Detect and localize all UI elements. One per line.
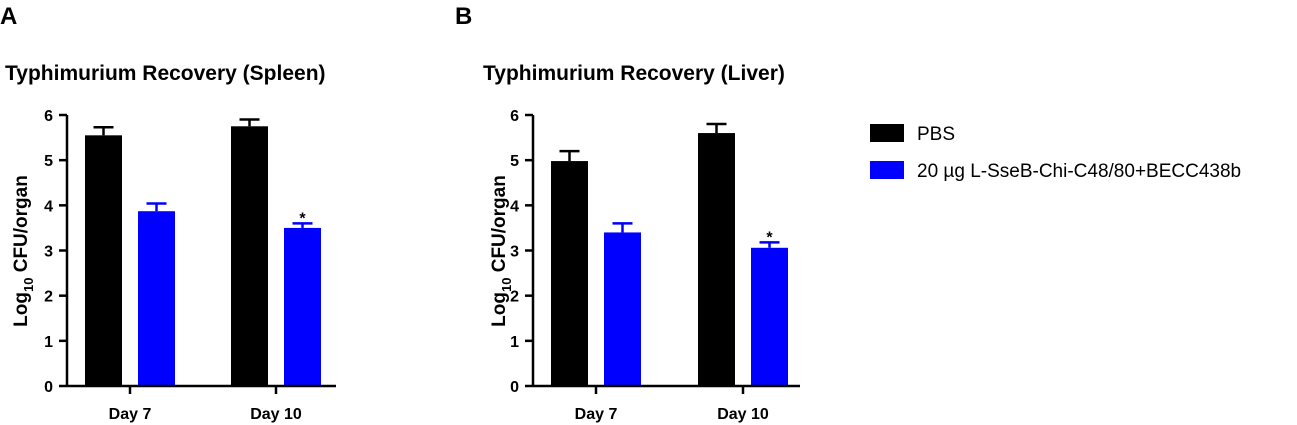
y-tick-label: 6 (44, 108, 53, 125)
y-tick-label: 5 (44, 153, 53, 170)
bar-treatment-day-10 (284, 227, 321, 386)
y-tick-label: 1 (510, 334, 519, 351)
bar-treatment-day-7 (604, 232, 641, 386)
legend-label-treatment: 20 µg L-SseB-Chi-C48/80+BECC438b (917, 161, 1241, 182)
plot-spleen: * 0 1 2 3 4 5 6 Day 7 Day 10 (44, 108, 336, 423)
y-tick-label: 2 (510, 289, 519, 306)
y-axis-label-rest: CFU/organ (11, 175, 32, 277)
chart-title-liver: Typhimurium Recovery (Liver) (483, 62, 785, 85)
y-tick-label: 2 (44, 289, 53, 306)
y-axis-label-subscript: 10 (499, 278, 514, 292)
bar-pbs-day-7 (551, 161, 588, 386)
y-tick-label: 0 (44, 379, 53, 396)
y-tick-label: 6 (510, 108, 519, 125)
x-tick-label: Day 7 (575, 406, 618, 423)
bar-treatment-day-7 (138, 211, 175, 386)
chart-title-spleen: Typhimurium Recovery (Spleen) (5, 62, 326, 85)
bar-pbs-day-10 (698, 133, 735, 386)
significance-marker: * (299, 210, 306, 227)
y-tick-label: 5 (510, 153, 519, 170)
y-tick-label: 0 (510, 379, 519, 396)
y-axis-label-main: Log (489, 292, 510, 327)
y-axis-label-rest: CFU/organ (489, 175, 510, 277)
bar-pbs-day-10 (231, 126, 268, 387)
y-tick-label: 3 (510, 244, 519, 261)
panel-letter-a: A (0, 3, 17, 30)
legend-swatch-treatment (870, 161, 904, 179)
legend-swatch-pbs (870, 124, 904, 142)
plot-liver: * 0 1 2 3 4 5 6 Day 7 Day 10 (510, 108, 800, 423)
bar-pbs-day-7 (85, 135, 122, 386)
y-axis-label-liver: Log10 CFU/organ (489, 175, 514, 327)
legend: PBS 20 µg L-SseB-Chi-C48/80+BECC438b (870, 124, 1241, 182)
y-tick-label: 3 (44, 244, 53, 261)
y-axis-label-main: Log (11, 292, 32, 327)
y-tick-label: 1 (44, 334, 53, 351)
y-tick-label: 4 (44, 198, 53, 215)
x-tick-label: Day 10 (250, 406, 302, 423)
y-axis-label-subscript: 10 (21, 278, 36, 292)
bar-treatment-day-10 (751, 247, 788, 386)
significance-marker: * (766, 229, 773, 246)
x-tick-label: Day 7 (109, 406, 152, 423)
y-tick-label: 4 (510, 198, 519, 215)
y-axis-label-spleen: Log10 CFU/organ (11, 175, 36, 327)
x-tick-label: Day 10 (717, 406, 769, 423)
legend-label-pbs: PBS (917, 124, 955, 145)
panel-letter-b: B (455, 3, 472, 30)
